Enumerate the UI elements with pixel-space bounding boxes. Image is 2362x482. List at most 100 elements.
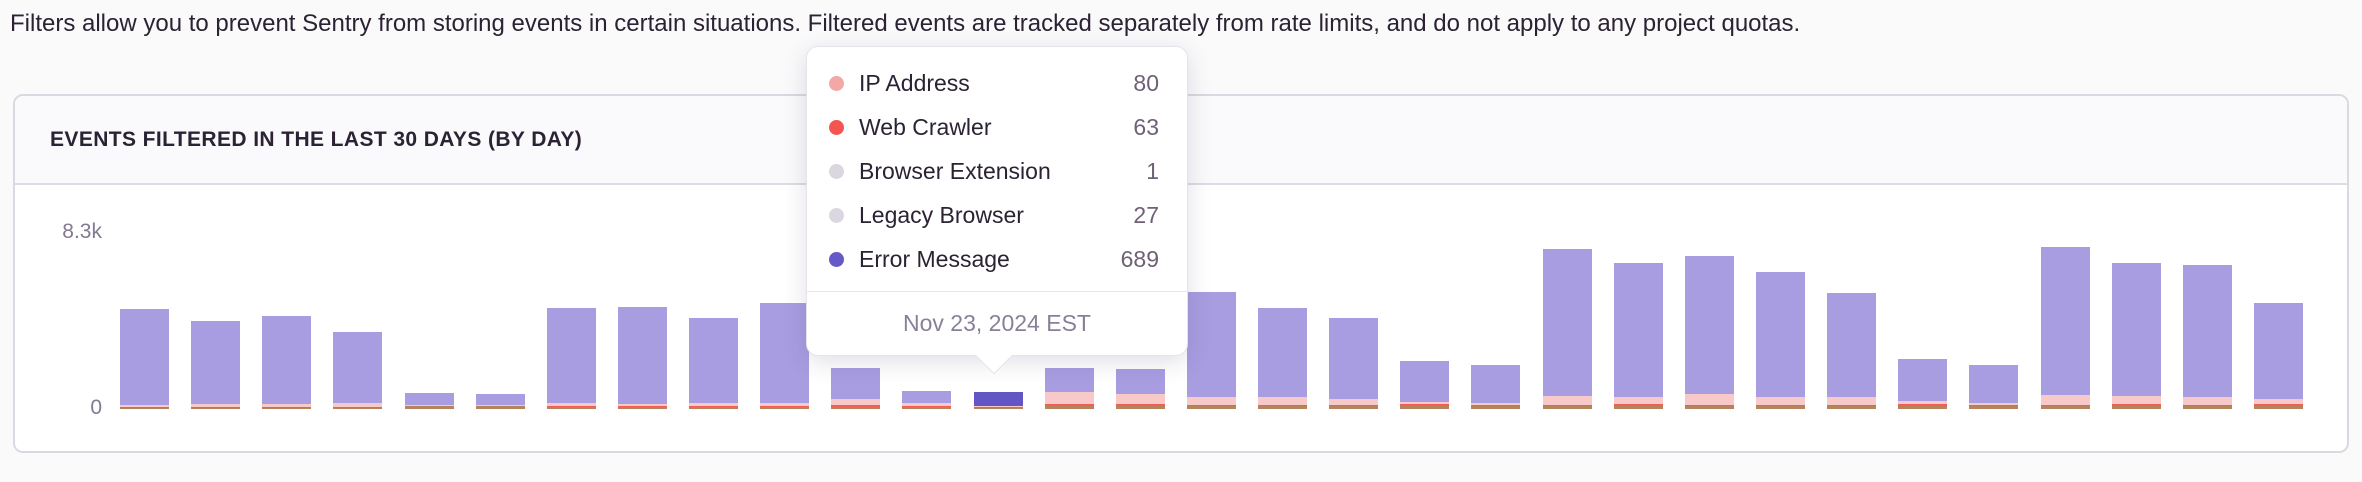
crawler-segment <box>973 407 1023 409</box>
main-segment <box>2182 264 2232 397</box>
bar[interactable] <box>831 367 881 409</box>
legacy-segment <box>2253 405 2303 409</box>
ip-segment <box>689 402 739 406</box>
legacy-segment <box>1542 405 1592 409</box>
ip-segment <box>262 404 312 408</box>
bar[interactable] <box>1044 367 1094 409</box>
bar[interactable] <box>689 317 739 409</box>
bar[interactable] <box>333 332 383 409</box>
tooltip-series-label: Browser Extension <box>859 157 1051 184</box>
bar[interactable] <box>1471 364 1521 409</box>
main-segment <box>1044 367 1094 392</box>
ip-segment <box>1969 402 2019 405</box>
legacy-segment <box>1613 405 1663 409</box>
bar[interactable] <box>902 390 952 409</box>
main-segment <box>120 308 169 406</box>
ip-segment <box>2182 397 2232 405</box>
bar[interactable] <box>2111 262 2161 409</box>
bar[interactable] <box>1898 358 1948 409</box>
panel-title: EVENTS FILTERED IN THE LAST 30 DAYS (BY … <box>50 127 583 151</box>
crawler-segment <box>902 405 952 407</box>
ip-segment <box>1400 401 1450 404</box>
bar[interactable] <box>1400 360 1450 409</box>
legacy-segment <box>617 406 667 409</box>
ip-segment <box>1115 393 1165 404</box>
legacy-segment <box>902 406 952 409</box>
legacy-segment <box>1684 405 1734 409</box>
ip-segment <box>546 402 596 406</box>
ip-segment <box>1613 397 1663 404</box>
tooltip-row: Error Message 689 <box>829 237 1159 281</box>
bar[interactable] <box>2253 302 2303 409</box>
bar[interactable] <box>2040 246 2090 409</box>
ip-segment <box>617 403 667 406</box>
bar[interactable] <box>404 392 454 409</box>
bar[interactable] <box>1186 291 1236 409</box>
bar[interactable] <box>191 320 241 409</box>
bar[interactable] <box>546 307 596 409</box>
bar[interactable] <box>760 302 810 409</box>
ip-segment <box>902 402 952 406</box>
main-segment <box>333 332 383 403</box>
crawler-segment <box>333 406 383 408</box>
main-segment <box>689 317 739 403</box>
main-segment <box>1400 360 1450 402</box>
ip-segment <box>1755 397 1805 405</box>
ip-segment <box>2111 395 2161 404</box>
main-segment <box>475 393 525 405</box>
main-segment <box>1542 248 1592 396</box>
bar[interactable] <box>1827 292 1877 409</box>
crawler-segment <box>689 405 739 407</box>
bar[interactable] <box>1969 365 2019 409</box>
error-message-series-dot-icon <box>829 251 844 267</box>
ip-segment <box>191 404 241 408</box>
main-segment <box>546 307 596 403</box>
legacy-segment <box>1471 405 1521 409</box>
ip-segment <box>333 402 383 407</box>
tooltip-series-value: 80 <box>1133 69 1159 96</box>
crawler-segment <box>1400 403 1450 406</box>
bar[interactable] <box>1542 248 1592 409</box>
bar[interactable] <box>1755 271 1805 409</box>
bar[interactable] <box>262 315 312 409</box>
bar[interactable] <box>120 308 169 409</box>
main-segment <box>831 367 881 400</box>
bar[interactable] <box>617 306 667 409</box>
main-segment <box>2111 262 2161 396</box>
ip-segment <box>1186 397 1236 405</box>
legacy-segment <box>333 407 383 409</box>
crawler-segment <box>1471 404 1521 406</box>
bar[interactable] <box>1684 255 1734 409</box>
crawler-segment <box>546 405 596 407</box>
main-segment <box>617 306 667 404</box>
legacy-segment <box>1258 405 1308 409</box>
bar[interactable] <box>2182 264 2232 409</box>
bar[interactable] <box>1329 317 1379 409</box>
tooltip-series-label: IP Address <box>859 69 970 96</box>
ip-segment <box>2253 398 2303 404</box>
bar[interactable] <box>1258 307 1308 409</box>
ip-segment <box>1542 395 1592 405</box>
crawler-segment <box>2040 404 2090 406</box>
crawler-segment <box>1613 403 1663 406</box>
bar-highlighted[interactable] <box>971 389 1025 409</box>
ip-segment <box>475 404 525 406</box>
filtered-events-bar-chart[interactable]: 8.3k 0 <box>15 185 2347 451</box>
legacy-segment <box>2111 405 2161 409</box>
legacy-segment <box>1115 405 1165 409</box>
bar[interactable] <box>475 393 525 409</box>
ip-segment <box>973 405 1023 408</box>
main-segment <box>1827 292 1877 397</box>
bar[interactable] <box>1115 368 1165 409</box>
crawler-segment <box>2253 403 2303 406</box>
tooltip-row: Browser Extension 1 <box>829 149 1159 193</box>
tooltip-series-value: 63 <box>1133 113 1159 140</box>
legacy-segment <box>831 406 881 409</box>
legacy-segment <box>1827 405 1877 409</box>
main-segment <box>1471 364 1521 403</box>
tooltip-series-value: 689 <box>1120 245 1159 272</box>
filters-description: Filters allow you to prevent Sentry from… <box>10 10 1801 37</box>
tooltip-rows: IP Address 80 Web Crawler 63 Browser Extensi… <box>807 47 1187 291</box>
legacy-segment <box>2182 405 2232 409</box>
bar[interactable] <box>1613 262 1663 409</box>
